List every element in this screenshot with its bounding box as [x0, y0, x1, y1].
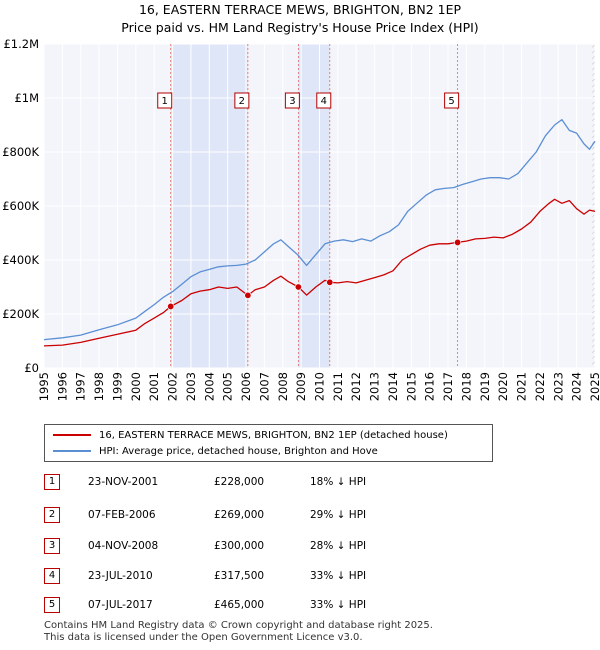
sale-label-number: 1 [162, 96, 168, 107]
x-tick-label: 2022 [533, 372, 547, 401]
sale-price: £465,000 [214, 599, 265, 611]
y-tick-label: £200K [2, 307, 39, 321]
sale-price: £317,500 [214, 570, 265, 582]
hpi-series-line [43, 118, 596, 341]
x-tick-label: 2020 [496, 372, 510, 401]
legend-label-hpi: HPI: Average price, detached house, Brig… [99, 445, 378, 457]
sale-label-box [284, 92, 300, 109]
x-tick-label: 2013 [368, 372, 382, 401]
sale-number-badge: 4 [44, 568, 60, 584]
y-tick-label: £400K [2, 253, 39, 267]
x-tick-label: 2012 [349, 372, 363, 401]
x-tick-label: 2010 [313, 372, 327, 401]
sale-number-badge: 5 [44, 597, 60, 613]
legend-swatch-hpi [53, 450, 91, 452]
sale-number-badge: 1 [44, 474, 60, 490]
x-tick-label: 1995 [37, 372, 51, 401]
legend-label-property: 16, EASTERN TERRACE MEWS, BRIGHTON, BN2 … [99, 429, 448, 441]
x-tick-label: 2000 [129, 372, 143, 401]
chart-legend: 16, EASTERN TERRACE MEWS, BRIGHTON, BN2 … [44, 424, 493, 462]
x-tick-label: 2021 [515, 372, 529, 401]
x-tick-label: 2003 [184, 372, 198, 401]
sale-date: 07-JUL-2017 [88, 599, 153, 611]
table-row: 5 07-JUL-2017 £465,000 33% ↓ HPI [44, 597, 404, 615]
sale-price: £300,000 [214, 540, 265, 552]
property-series-line [43, 198, 596, 347]
sale-hpi-diff: 28% ↓ HPI [310, 540, 367, 552]
x-tick-label: 1996 [55, 372, 69, 401]
legend-item-hpi: HPI: Average price, detached house, Brig… [53, 444, 378, 458]
x-tick-label: 2001 [147, 372, 161, 401]
sale-label-box [234, 92, 250, 109]
x-tick-label: 2005 [221, 372, 235, 401]
sale-label-box [444, 92, 460, 109]
footer-copyright: Contains HM Land Registry data © Crown c… [44, 620, 433, 631]
y-tick-label: £0 [24, 361, 39, 375]
sale-price: £269,000 [214, 509, 265, 521]
x-tick-label: 2008 [276, 372, 290, 401]
y-tick-label: £1M [14, 91, 39, 105]
sale-label-box [316, 92, 332, 109]
chart-title: 16, EASTERN TERRACE MEWS, BRIGHTON, BN2 … [138, 2, 462, 17]
legend-item-property: 16, EASTERN TERRACE MEWS, BRIGHTON, BN2 … [53, 428, 448, 442]
chart-subtitle: Price paid vs. HM Land Registry's House … [121, 20, 479, 35]
y-tick-label: £800K [2, 145, 39, 159]
sale-price: £228,000 [214, 476, 265, 488]
sale-label-number: 2 [239, 96, 245, 107]
sale-number-badge: 2 [44, 507, 60, 523]
x-tick-label: 2007 [257, 372, 271, 401]
x-tick-label: 2015 [404, 372, 418, 401]
table-row: 3 04-NOV-2008 £300,000 28% ↓ HPI [44, 538, 404, 556]
sale-label-box [157, 92, 173, 109]
sale-label-number: 5 [448, 96, 454, 107]
sale-point [326, 278, 334, 286]
sale-number-badge: 3 [44, 538, 60, 554]
price-chart: 1 2 3 4 5 £0 £200K £400K £600K £800K £1M £1.2M 1995 1… [2, 37, 600, 401]
x-tick-label: 2024 [570, 372, 584, 401]
sale-hpi-diff: 18% ↓ HPI [310, 476, 367, 488]
sale-date: 04-NOV-2008 [88, 540, 159, 552]
y-tick-label: £1.2M [3, 37, 39, 51]
x-tick-label: 2023 [551, 372, 565, 401]
x-tick-label: 2019 [478, 372, 492, 401]
x-tick-label: 2009 [294, 372, 308, 401]
sale-hpi-diff: 33% ↓ HPI [310, 599, 367, 611]
sale-label-number: 3 [289, 96, 295, 107]
legend-swatch-property [53, 434, 91, 436]
x-tick-label: 2006 [239, 372, 253, 401]
sale-point [454, 238, 462, 246]
sale-point [167, 302, 175, 310]
sale-hpi-diff: 29% ↓ HPI [310, 509, 367, 521]
table-row: 1 23-NOV-2001 £228,000 18% ↓ HPI [44, 474, 404, 492]
x-tick-label: 2017 [441, 372, 455, 401]
table-row: 4 23-JUL-2010 £317,500 33% ↓ HPI [44, 568, 404, 586]
sale-date: 23-NOV-2001 [88, 476, 159, 488]
sale-point [294, 283, 302, 291]
x-tick-label: 2011 [331, 372, 345, 401]
x-tick-label: 2025 [588, 372, 600, 401]
footer-license: This data is licensed under the Open Gov… [44, 632, 363, 643]
x-tick-label: 1998 [92, 372, 106, 401]
sale-date: 07-FEB-2006 [88, 509, 156, 521]
x-tick-label: 1997 [74, 372, 88, 401]
y-tick-label: £600K [2, 199, 39, 213]
x-tick-label: 1999 [110, 372, 124, 401]
x-tick-label: 2016 [423, 372, 437, 401]
sale-label-number: 4 [321, 96, 327, 107]
x-tick-label: 2004 [202, 372, 216, 401]
sale-hpi-diff: 33% ↓ HPI [310, 570, 367, 582]
x-tick-label: 2018 [459, 372, 473, 401]
x-tick-label: 2002 [166, 372, 180, 401]
sale-point [244, 291, 252, 299]
table-row: 2 07-FEB-2006 £269,000 29% ↓ HPI [44, 507, 404, 525]
x-tick-label: 2014 [386, 372, 400, 401]
sale-date: 23-JUL-2010 [88, 570, 153, 582]
